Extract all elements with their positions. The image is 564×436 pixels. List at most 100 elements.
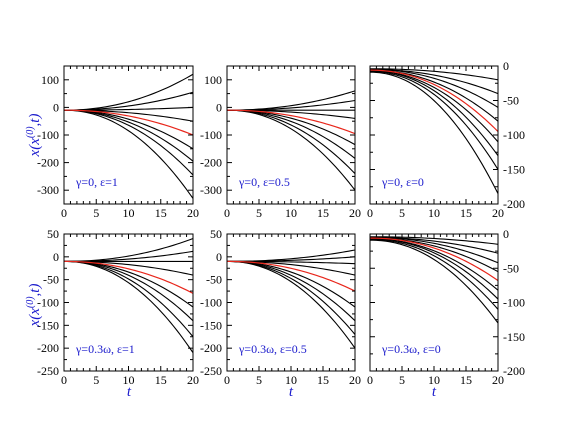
x-tick-label: 20	[349, 373, 361, 387]
x-tick-label: 10	[123, 206, 135, 220]
x-tick-label: 5	[256, 373, 262, 387]
series-line	[227, 109, 355, 191]
panel-6: 0 5 10 15 20 0 -50 -100 -150 -200 γ=0.3ω, ε=0	[367, 227, 525, 387]
curves	[227, 249, 355, 349]
series-line	[64, 106, 193, 111]
curves	[370, 236, 498, 324]
x-tick-label: 10	[285, 206, 297, 220]
series-line	[64, 238, 193, 262]
ylabel-top-sup: (0)	[25, 126, 36, 138]
y-tick-label: -300	[200, 183, 222, 197]
y-tick-label: -300	[37, 183, 59, 197]
curves	[64, 73, 193, 199]
series-line	[370, 70, 498, 157]
series-line	[64, 91, 193, 111]
series-line-highlight	[370, 69, 498, 132]
y-tick-label: -200	[503, 364, 525, 378]
series-line	[64, 260, 193, 322]
x-tick-label: 20	[187, 206, 199, 220]
series-line	[370, 71, 498, 194]
series-line-highlight	[64, 260, 193, 294]
series-line	[370, 68, 498, 108]
x-tick-label: 0	[224, 373, 230, 387]
series-line	[64, 73, 193, 111]
panel-annotation: γ=0, ε=0	[381, 175, 424, 189]
y-tick-label: -200	[200, 156, 222, 170]
xlabel-middle: t	[289, 384, 294, 400]
xlabel-left: t	[127, 384, 132, 400]
x-tick-label: 5	[256, 206, 262, 220]
panel-3: 0 5 10 15 20 0 -50 -100 -150 -200 γ=0, ε=0	[367, 59, 525, 220]
x-tick-label: 0	[61, 206, 67, 220]
y-tick-label: 100	[204, 73, 222, 87]
y-tick-label: -100	[37, 128, 59, 142]
x-tick-label: 5	[93, 206, 99, 220]
ylabel-top-tail: ,t)	[27, 114, 43, 127]
y-tick-label: 0	[503, 59, 509, 73]
series-line-highlight	[64, 109, 193, 136]
y-tick-label: -100	[200, 128, 222, 142]
x-tick-label: 15	[155, 206, 167, 220]
y-tick-label: -50	[503, 94, 519, 108]
series-line	[370, 239, 498, 324]
x-tick-label: 5	[399, 206, 405, 220]
series-line	[64, 109, 193, 199]
y-tick-label: -50	[43, 273, 59, 287]
curves	[227, 90, 355, 191]
x-tick-label: 20	[492, 206, 504, 220]
panel-annotation: γ=0.3ω, ε=0.5	[238, 342, 307, 356]
series-line-highlight	[227, 109, 355, 135]
series-line	[227, 109, 355, 175]
xlabel-right: t	[432, 384, 437, 400]
series-line	[64, 109, 193, 176]
y-tick-label: -50	[206, 273, 222, 287]
x-tick-label: 20	[187, 373, 199, 387]
y-tick-label: 0	[53, 250, 59, 264]
x-tick-label: 10	[123, 373, 135, 387]
y-tick-label: -250	[200, 364, 222, 378]
y-tick-label: -200	[200, 341, 222, 355]
series-line	[370, 68, 498, 81]
x-tick-label: 0	[61, 373, 67, 387]
y-tick-label: 0	[216, 100, 222, 114]
series-line	[64, 260, 193, 338]
x-tick-label: 10	[285, 373, 297, 387]
y-tick-label: -150	[503, 163, 525, 177]
y-tick-label: -100	[200, 296, 222, 310]
y-tick-label: -150	[37, 318, 59, 332]
y-tick-label: 100	[41, 73, 59, 87]
y-tick-label: -150	[503, 330, 525, 344]
x-tick-label: 0	[367, 206, 373, 220]
y-tick-label: -200	[37, 156, 59, 170]
ylabel-top: x(x(0),t)	[25, 114, 43, 158]
y-tick-label: -200	[503, 197, 525, 211]
y-tick-label: 50	[47, 227, 59, 241]
panel-1: 0 5 10 15 20 100 0 -100 -200 -300 γ=0, ε=1	[37, 65, 199, 220]
series-line	[370, 236, 498, 264]
y-tick-label: -200	[37, 341, 59, 355]
y-tick-label: 0	[503, 227, 509, 241]
panel-annotation: γ=0, ε=1	[75, 175, 118, 189]
panel-5: 0 5 10 15 20 50 0 -50 -100 -150 -200 -250 γ=0.3ω, ε=…	[200, 227, 361, 387]
curves	[370, 68, 498, 194]
ylabel-top-main: x(x	[27, 138, 43, 158]
ylabel-bottom-sup: (0)	[25, 296, 36, 308]
series-line	[227, 260, 355, 322]
x-tick-label: 10	[428, 206, 440, 220]
panel-2: 0 5 10 15 20 100 0 -100 -200 -300 γ=0, ε=0.5	[200, 65, 361, 220]
y-tick-label: 0	[53, 100, 59, 114]
series-line-highlight	[227, 260, 355, 292]
y-tick-label: 50	[210, 227, 222, 241]
ylabel-bottom-tail: ,t)	[27, 284, 43, 297]
panel-annotation: γ=0.3ω, ε=1	[75, 342, 135, 356]
ylabel-bottom: x(x(0),t)	[25, 284, 43, 328]
x-tick-label: 5	[93, 373, 99, 387]
x-tick-label: 0	[367, 373, 373, 387]
panel-annotation: γ=0, ε=0.5	[238, 175, 290, 189]
panel-annotation: γ=0.3ω, ε=0	[381, 342, 441, 356]
y-tick-label: -100	[503, 296, 525, 310]
y-tick-label: -150	[200, 318, 222, 332]
series-line	[370, 238, 498, 300]
series-line	[370, 70, 498, 170]
